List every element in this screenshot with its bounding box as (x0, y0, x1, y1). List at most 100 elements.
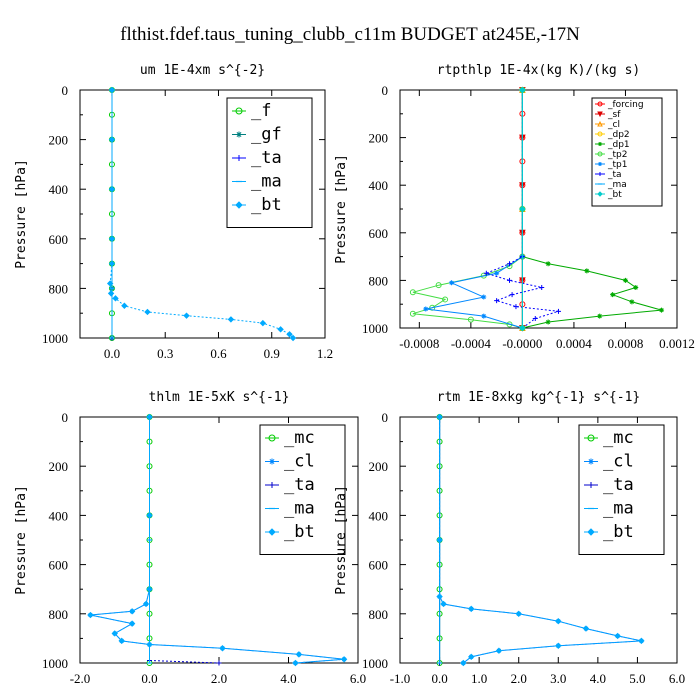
data-point (610, 292, 616, 298)
data-point (494, 298, 500, 304)
data-point (277, 326, 284, 333)
data-point (509, 292, 515, 298)
x-tick-label: 0.9 (264, 346, 280, 361)
x-tick-label: 0.0 (104, 346, 120, 361)
data-point (622, 277, 628, 283)
legend-marker (587, 434, 595, 442)
series-bt (436, 413, 645, 667)
data-point (467, 316, 474, 323)
legend-label: _f (251, 101, 271, 121)
y-axis-label: Pressure [hPa] (14, 159, 29, 269)
data-point (449, 280, 455, 286)
y-tick-label: 200 (49, 459, 69, 474)
data-point (539, 285, 545, 291)
legend-marker (598, 172, 602, 176)
x-tick-label: 5.0 (629, 671, 645, 686)
x-tick-label: -1.0 (390, 671, 411, 686)
legend-label: _cl (607, 120, 620, 130)
data-point (108, 86, 116, 94)
data-point (614, 632, 621, 640)
data-point (436, 593, 443, 600)
x-tick-label: -2.0 (70, 671, 91, 686)
legend: _mc _cl _ta _ma _bt (259, 424, 346, 555)
x-tick-label: 4.0 (590, 671, 606, 686)
data-point (292, 659, 299, 667)
data-point (582, 625, 590, 632)
data-point (340, 656, 348, 663)
y-tick-label: 1000 (42, 331, 68, 346)
legend-marker (598, 162, 602, 166)
legend-label: _cl (284, 452, 315, 472)
data-point (423, 306, 429, 312)
x-tick-label: 3.0 (550, 671, 566, 686)
legend-label: _cl (603, 452, 634, 472)
y-tick-label: 800 (369, 607, 389, 622)
data-point (495, 647, 503, 654)
legend-label: _ta (284, 475, 315, 495)
data-point (87, 611, 94, 619)
legend-label: _mc (603, 428, 634, 448)
data-point (436, 536, 443, 544)
legend-marker (236, 131, 242, 138)
x-tick-label: 6.0 (350, 671, 366, 686)
data-point (128, 620, 136, 627)
data-point (460, 659, 467, 667)
y-tick-label: 400 (49, 182, 69, 197)
data-point (515, 610, 522, 618)
legend-marker (597, 120, 603, 127)
series-tp1 (423, 87, 525, 331)
legend-marker (269, 458, 275, 465)
y-tick-label: 400 (369, 178, 389, 193)
legend-label: _tp1 (607, 160, 627, 170)
legend-label: _mc (284, 428, 315, 448)
data-point (629, 299, 635, 305)
panel-2: rtpthlp 1E-4x(kg K)/(kg s) Pressure [hPa]… (334, 63, 695, 351)
legend-label: _dp2 (607, 130, 630, 140)
data-point (144, 308, 151, 316)
legend-label: _ma (607, 180, 627, 190)
legend-label: _ma (603, 499, 634, 519)
y-tick-label: 200 (369, 131, 389, 146)
legend-marker (268, 528, 276, 536)
series-ta (147, 414, 222, 666)
data-point (219, 645, 226, 652)
y-tick-label: 1000 (42, 656, 68, 671)
series-bt (519, 86, 526, 332)
data-point (108, 235, 116, 243)
data-point (142, 600, 150, 608)
data-point (128, 608, 136, 615)
data-point (108, 136, 116, 143)
data-point (468, 653, 475, 661)
legend-marker (598, 142, 602, 146)
series-line (412, 90, 523, 329)
y-tick-label: 0 (62, 83, 69, 98)
data-point (146, 641, 153, 648)
x-tick-label: -0.0000 (502, 336, 542, 351)
legend-marker (236, 155, 242, 161)
x-tick-label: 0.0004 (556, 336, 592, 351)
legend-label: _ma (284, 499, 315, 519)
data-point (507, 277, 513, 283)
legend-label: _forcing (607, 100, 644, 110)
data-point (440, 600, 447, 608)
y-tick-label: 1000 (362, 656, 388, 671)
data-point (409, 310, 416, 317)
y-tick-label: 1000 (362, 321, 388, 336)
legend-label: _gf (251, 125, 282, 145)
data-point (146, 413, 153, 421)
x-tick-label: 0.6 (210, 346, 227, 361)
panel-title: rtm 1E-8xkg kg^{-1} s^{-1} (437, 390, 641, 405)
data-point (106, 280, 114, 287)
panel-4: rtm 1E-8xkg kg^{-1} s^{-1} Pressure [hPa]… (334, 390, 685, 686)
x-tick-label: -0.0008 (399, 336, 439, 351)
data-point (295, 651, 303, 658)
x-tick-label: 1.2 (317, 346, 333, 361)
legend-label: _ta (251, 148, 282, 168)
series-bt (106, 86, 297, 342)
panel-title: rtpthlp 1E-4x(kg K)/(kg s) (437, 63, 641, 78)
legend-marker (269, 482, 275, 488)
data-point (227, 316, 235, 323)
data-point (532, 315, 538, 321)
x-tick-label: 1.0 (471, 671, 487, 686)
y-tick-label: 400 (369, 508, 389, 523)
